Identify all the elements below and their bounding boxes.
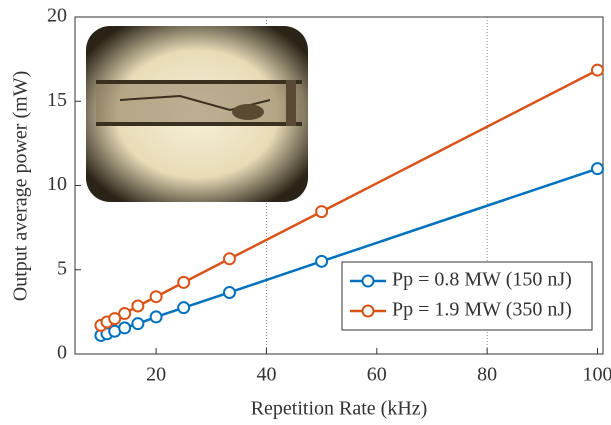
data-point [118,321,132,335]
y-tick-label: 15 [47,89,67,111]
y-tick-label: 10 [47,173,67,195]
x-tick-label: 80 [477,364,497,386]
data-point [590,162,604,176]
y-tick-label: 20 [47,5,67,27]
x-tick-label: 40 [256,364,276,386]
legend-marker [361,274,375,288]
data-point [131,299,145,313]
legend-label: Pp = 1.9 MW (350 nJ) [392,299,572,321]
data-point [118,307,132,321]
data-point [315,205,329,219]
data-point [131,317,145,331]
data-point [315,254,329,268]
inset-photo [86,26,308,202]
legend-marker [361,304,375,318]
x-axis-label: Repetition Rate (kHz) [251,398,428,420]
y-axis-label: Output average power (mW) [10,71,32,301]
data-point [149,290,163,304]
data-point [222,285,236,299]
x-tick-label: 60 [367,364,387,386]
legend-box [341,261,593,331]
data-point [177,301,191,315]
x-tick-label: 20 [146,364,166,386]
legend-label: Pp = 0.8 MW (150 nJ) [392,269,572,291]
data-point [590,63,604,77]
y-tick-label: 0 [57,342,67,364]
data-point [108,312,122,326]
data-point [222,252,236,266]
y-tick-label: 5 [57,257,67,279]
x-tick-label: 100 [582,364,611,386]
data-point [149,310,163,324]
data-point [177,275,191,289]
